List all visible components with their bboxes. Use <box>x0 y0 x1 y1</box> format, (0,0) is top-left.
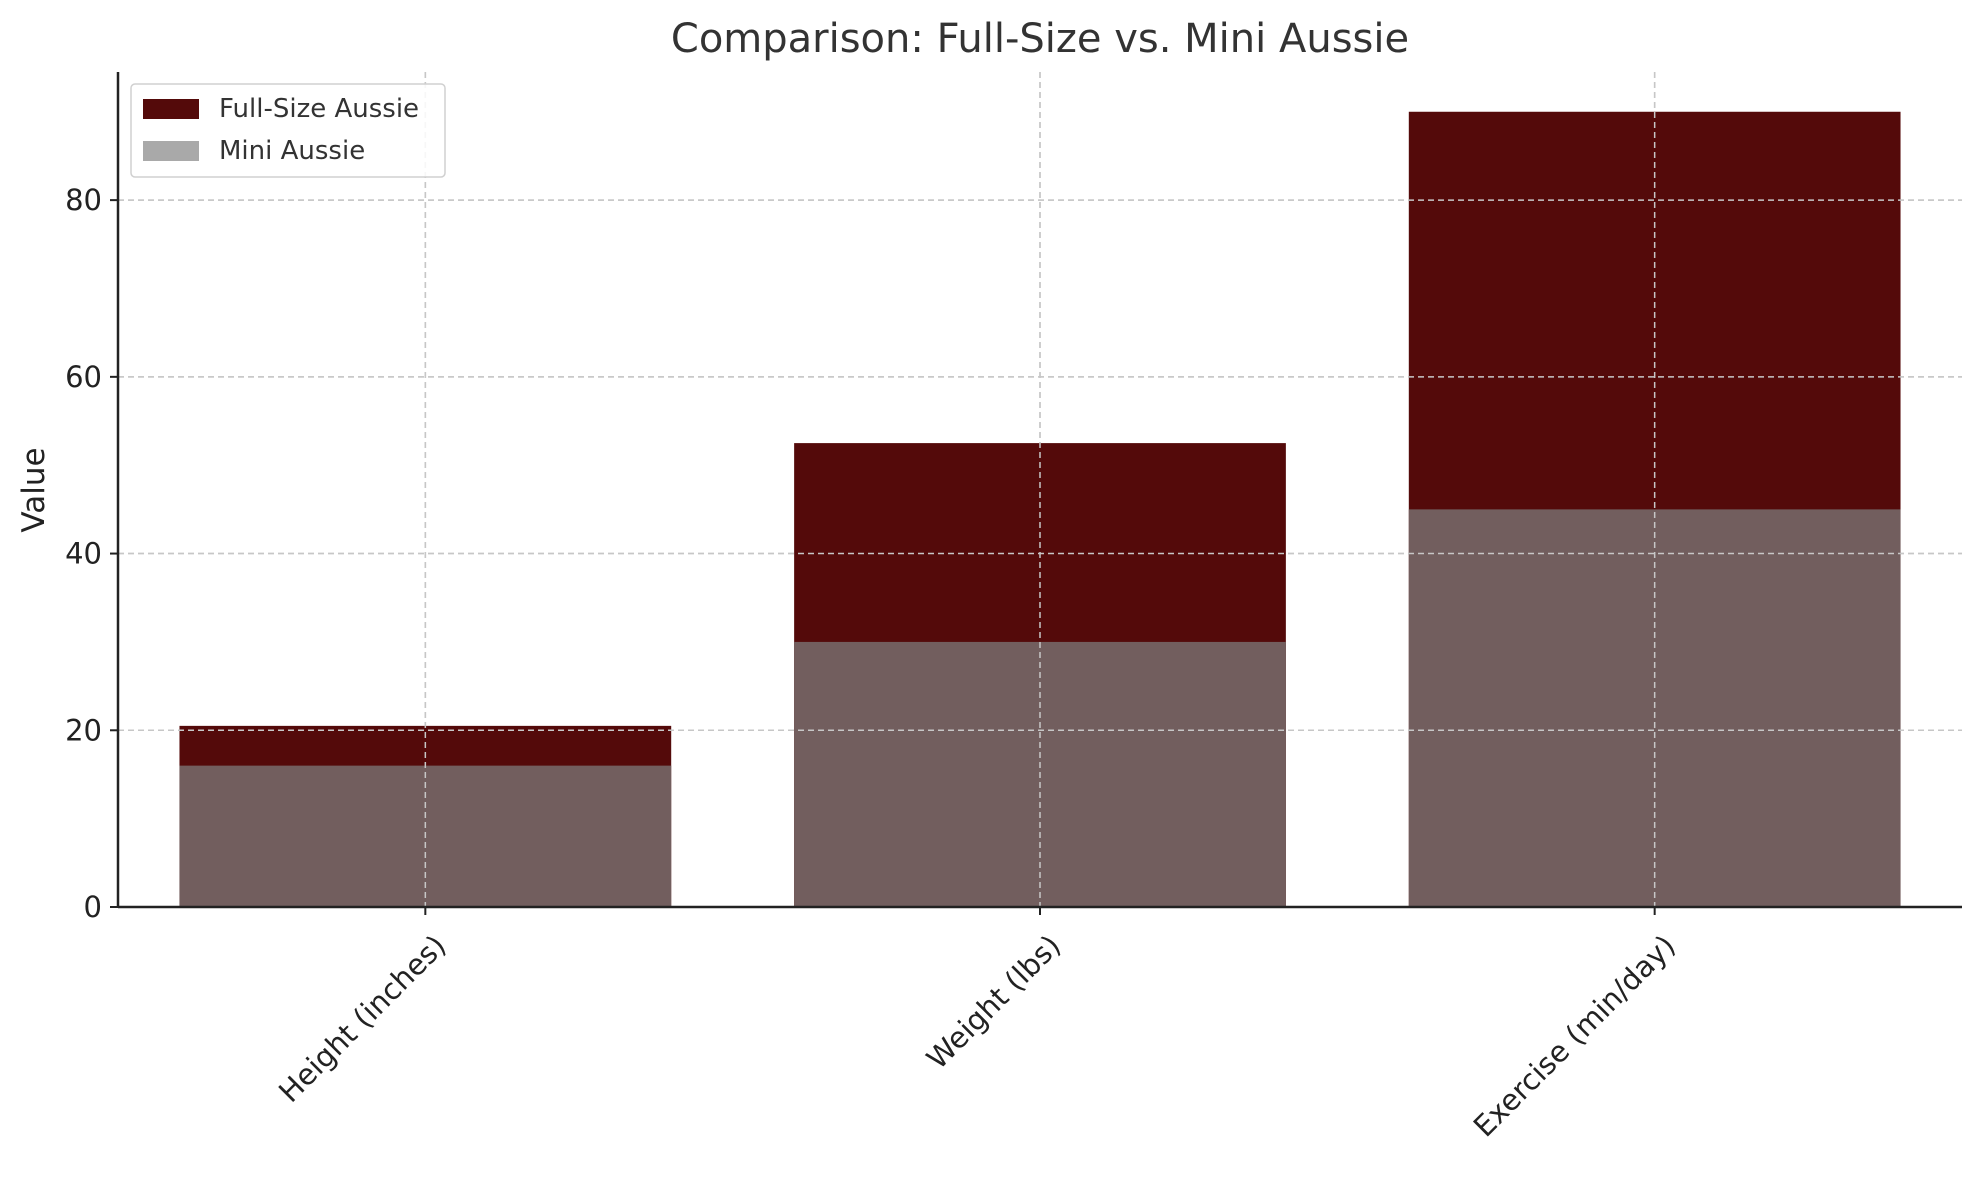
legend-label: Mini Aussie <box>219 136 365 166</box>
y-tick-label: 80 <box>65 183 102 217</box>
y-tick-label: 0 <box>84 890 102 924</box>
y-axis-label: Value <box>16 447 52 532</box>
chart-title: Comparison: Full-Size vs. Mini Aussie <box>671 16 1409 62</box>
y-tick-label: 40 <box>65 537 102 571</box>
x-tick-label: Height (inches) <box>272 928 453 1109</box>
x-tick-label: Weight (lbs) <box>920 928 1067 1075</box>
bars-layer <box>118 72 1962 907</box>
legend-label: Full-Size Aussie <box>219 94 419 124</box>
y-tick-label: 20 <box>65 713 102 747</box>
legend-swatch <box>143 99 199 119</box>
x-tick-label: Exercise (min/day) <box>1467 928 1682 1143</box>
legend-swatch <box>143 141 199 161</box>
y-tick-label: 60 <box>65 360 102 394</box>
legend: Full-Size Aussie Mini Aussie <box>130 83 446 178</box>
legend-frame <box>130 83 446 178</box>
